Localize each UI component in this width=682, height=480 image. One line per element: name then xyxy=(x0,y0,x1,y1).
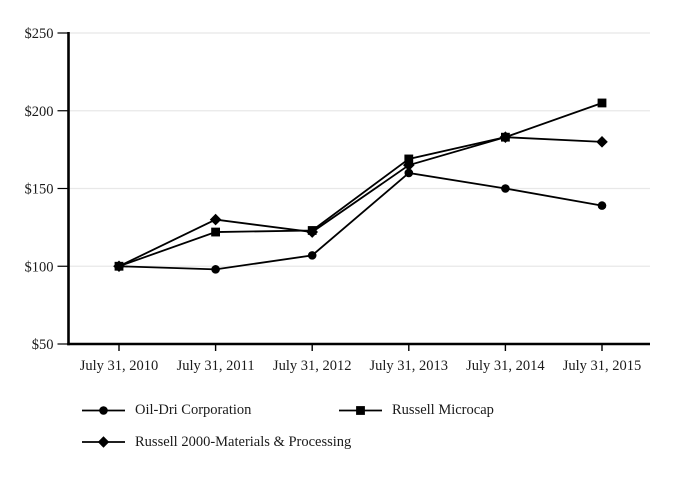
y-axis-tick-label: $50 xyxy=(32,337,54,353)
y-axis-tick-label: $100 xyxy=(25,259,54,275)
data-point-diamond xyxy=(403,159,415,171)
y-axis-tick-label: $250 xyxy=(25,26,54,42)
y-axis-tick-label: $150 xyxy=(25,182,54,198)
series-line-diamond xyxy=(118,136,603,268)
legend-item-oil-dri: Oil-Dri Corporation xyxy=(82,402,251,418)
circle-marker-icon xyxy=(82,405,125,415)
x-axis-tick-label: July 31, 2015 xyxy=(563,358,642,374)
legend-item-russell-2000-mp: Russell 2000-Materials & Processing xyxy=(82,434,351,450)
data-point-circle xyxy=(211,265,220,274)
x-axis-tick-label: July 31, 2010 xyxy=(80,358,159,374)
x-axis-tick-label: July 31, 2014 xyxy=(466,358,545,374)
data-point-square xyxy=(211,227,220,237)
data-point-diamond xyxy=(113,260,125,273)
data-point-circle xyxy=(597,201,607,210)
data-point-circle xyxy=(501,184,510,193)
data-point-diamond xyxy=(306,226,318,238)
data-point-square xyxy=(404,154,414,164)
data-point-diamond xyxy=(596,136,608,148)
x-axis-tick-label: July 31, 2013 xyxy=(370,358,449,374)
data-point-circle xyxy=(307,251,317,260)
x-axis-tick-label: July 31, 2011 xyxy=(177,358,255,374)
legend-label-russell-2000-mp: Russell 2000-Materials & Processing xyxy=(135,433,352,450)
y-axis-tick-label: $200 xyxy=(25,104,54,120)
x-axis-tick-label: July 31, 2012 xyxy=(273,358,352,374)
series-line-circle xyxy=(118,171,603,271)
square-marker-icon xyxy=(339,405,382,415)
performance-line-chart: $50 $100 $150 $200 $250 July 31, 2010 July 31,… xyxy=(25,26,650,374)
legend-item-russell-microcap: Russell Microcap xyxy=(339,402,494,418)
data-point-diamond xyxy=(209,213,222,226)
legend-label-oil-dri: Oil-Dri Corporation xyxy=(135,401,252,418)
data-point-square xyxy=(597,98,607,108)
data-point-circle xyxy=(404,168,414,178)
legend-label-russell-microcap: Russell Microcap xyxy=(392,401,494,418)
series-line-square xyxy=(118,102,603,268)
data-point-diamond xyxy=(499,131,512,143)
diamond-marker-icon xyxy=(82,436,125,448)
